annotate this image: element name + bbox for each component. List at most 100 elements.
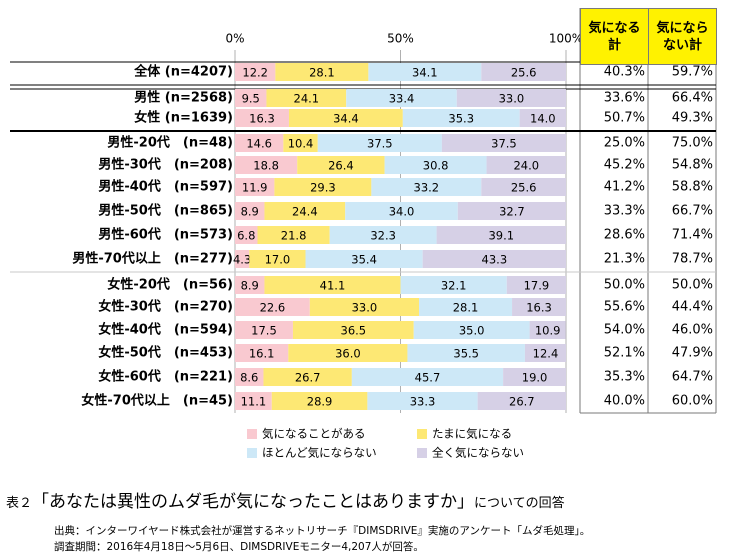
bar-segment <box>264 276 401 294</box>
data-label: 25.6 <box>511 66 537 80</box>
data-label: 8.9 <box>241 205 259 219</box>
data-label: 36.5 <box>341 324 367 338</box>
bar-segment <box>235 298 310 316</box>
legend-swatch <box>247 429 257 439</box>
data-label: 28.1 <box>309 66 335 80</box>
bar-segment <box>441 134 566 152</box>
data-label: 17.0 <box>265 253 291 267</box>
data-label: 32.3 <box>370 229 396 243</box>
legend-label: 気になることがある <box>262 427 366 441</box>
table-value: 45.2% <box>604 158 645 173</box>
figure-caption: 表２「あなたは異性のムダ毛が気になったことはありますか」についての回答 <box>6 487 565 512</box>
data-label: 33.0 <box>499 92 525 106</box>
bar-segment <box>257 226 330 244</box>
data-label: 9.5 <box>242 92 260 106</box>
table-value: 46.0% <box>672 323 713 338</box>
data-label: 36.0 <box>335 347 361 361</box>
bar-segment <box>436 226 566 244</box>
bar-segment <box>422 250 566 268</box>
table-value: 49.3% <box>672 111 713 126</box>
bar-segment <box>317 134 442 152</box>
bar-segment <box>271 392 368 410</box>
data-label: 26.4 <box>328 159 354 173</box>
bar-segment <box>305 250 423 268</box>
row-label: 全体 (n=4207) <box>133 64 233 80</box>
bar-segment <box>292 321 414 339</box>
axis-tick-label: 50% <box>387 32 414 46</box>
table-value: 50.0% <box>672 278 713 293</box>
data-label: 26.7 <box>295 371 321 385</box>
data-label: 8.6 <box>240 371 258 385</box>
table-value: 54.8% <box>672 158 713 173</box>
data-label: 34.1 <box>412 66 438 80</box>
table-value: 75.0% <box>672 136 713 151</box>
bar-segment <box>481 63 566 81</box>
data-label: 16.3 <box>249 112 275 126</box>
bar-segment <box>486 156 566 174</box>
row-label: 男性-30代 (n=208) <box>98 157 233 173</box>
data-label: 33.2 <box>414 181 440 195</box>
row-label: 女性-30代 (n=270) <box>98 299 233 315</box>
row-label: 男性 (n=2568) <box>134 90 233 106</box>
data-label: 16.3 <box>526 301 552 315</box>
bar-segment <box>235 250 250 268</box>
table-value: 59.7% <box>672 65 713 80</box>
bar-segment <box>407 344 525 362</box>
data-label: 22.6 <box>260 301 286 315</box>
bar-segment <box>346 89 457 107</box>
data-label: 34.0 <box>389 205 415 219</box>
bar-segment <box>297 156 385 174</box>
bar-segment <box>235 202 265 220</box>
table-value: 58.8% <box>672 180 713 195</box>
bar-segment <box>519 109 566 127</box>
bar-segment <box>288 344 408 362</box>
bar-segment <box>235 63 276 81</box>
bar-segment <box>235 134 284 152</box>
stacked-bar-chart: 0% 50% 100% 全体 (n=4207) 12.2 28.1 34.1 25.6 40.3… <box>10 8 717 460</box>
data-label: 39.1 <box>488 229 514 243</box>
data-label: 24.4 <box>292 205 318 219</box>
data-label: 10.9 <box>535 324 561 338</box>
table-value: 47.9% <box>672 346 713 361</box>
data-label: 29.3 <box>310 181 336 195</box>
row-label: 女性 (n=1639) <box>134 110 233 126</box>
data-label: 6.8 <box>237 229 255 243</box>
bar-segment <box>235 344 289 362</box>
data-label: 14.6 <box>246 137 272 151</box>
data-label: 37.5 <box>367 137 393 151</box>
bar-segment <box>413 321 530 339</box>
data-label: 33.4 <box>389 92 415 106</box>
data-label: 8.9 <box>241 279 259 293</box>
bar-segment <box>503 368 566 386</box>
legend-swatch <box>247 448 257 458</box>
data-label: 32.1 <box>441 279 467 293</box>
row-label: 男性-60代 (n=573) <box>98 227 233 243</box>
data-label: 35.3 <box>448 112 474 126</box>
table-value: 60.0% <box>672 394 713 409</box>
table-value: 55.6% <box>604 300 645 315</box>
bar-segment <box>419 298 513 316</box>
bar-segment <box>329 226 437 244</box>
bar-segment <box>481 178 566 196</box>
row-label: 女性-20代 (n=56) <box>107 277 233 293</box>
table-value: 54.0% <box>604 323 645 338</box>
data-label: 17.5 <box>251 324 277 338</box>
data-label: 21.8 <box>281 229 307 243</box>
row-label: 男性-40代 (n=597) <box>98 179 233 195</box>
caption-question: 「あなたは異性のムダ毛が気になったことはありますか」 <box>32 492 475 512</box>
table-value: 50.0% <box>604 278 645 293</box>
bar-segment <box>400 276 507 294</box>
data-label: 24.1 <box>294 92 320 106</box>
data-label: 45.7 <box>415 371 441 385</box>
bar-segment <box>345 202 458 220</box>
table-value: 33.3% <box>604 204 645 219</box>
data-label: 11.1 <box>241 395 267 409</box>
data-label: 34.4 <box>333 112 359 126</box>
bar-segment <box>288 109 403 127</box>
caption-suffix: についての回答 <box>474 496 565 511</box>
bar-segment <box>309 298 420 316</box>
row-label: 女性-70代以上 (n=45) <box>81 393 233 409</box>
legend-swatch <box>417 448 427 458</box>
table-value: 35.3% <box>604 370 645 385</box>
bar-segment <box>283 134 318 152</box>
